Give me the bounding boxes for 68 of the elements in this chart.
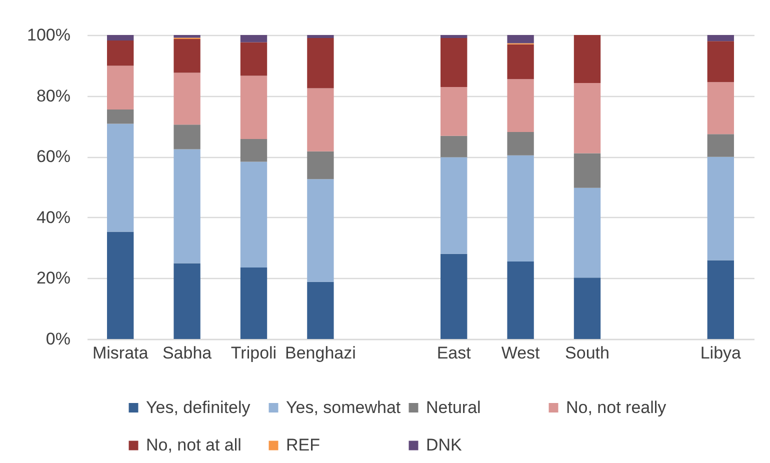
bar [440,35,468,38]
bar [174,124,200,150]
bar [240,76,268,139]
x-tick-label: Benghazi [285,344,356,362]
bar [240,268,268,339]
bar [507,35,534,44]
x-tick-label: South [565,344,610,362]
legend-label: No, not really [566,398,667,417]
bar [107,232,134,339]
bar [307,179,334,282]
bar [307,88,334,152]
bar [507,261,534,339]
bar [240,35,268,42]
bar [440,157,468,254]
bar [707,41,734,82]
bar [240,162,268,268]
bar [107,40,134,66]
bar [574,35,601,84]
bar [107,124,134,232]
bar [707,82,734,134]
bar [707,260,734,339]
bar [107,109,134,124]
bar [574,278,601,339]
bar [240,42,268,76]
legend-label: Yes, definitely [146,398,251,417]
bar [574,153,601,188]
bar [507,132,534,156]
legend-label: DNK [426,436,463,454]
x-tick-label: Tripoli [230,344,277,362]
bar [440,86,468,136]
x-tick-label: Libya [700,344,742,362]
bar [174,72,200,125]
bar [307,282,334,339]
bar [107,35,134,40]
x-tick-label: Misrata [92,344,149,362]
bar [707,134,734,157]
y-tick-label: 100% [27,26,70,44]
y-tick-label: 80% [36,86,70,106]
x-tick-label: West [501,344,540,362]
y-tick-label: 20% [36,268,70,288]
legend-label: Yes, somewhat [286,398,401,417]
bar [107,66,134,110]
bar [707,156,734,260]
legend-label: REF [286,436,320,454]
y-tick-label: 60% [36,147,70,166]
bar [307,35,334,38]
bar [707,35,734,42]
bar [440,38,468,87]
bar [440,136,468,158]
bar [240,138,268,162]
bar [507,155,534,262]
bar [507,44,534,80]
bar [174,149,200,264]
bar [174,38,200,73]
legend-label: Netural [426,398,481,417]
bar [440,254,468,339]
y-tick-label: 0% [46,330,70,348]
bar [574,188,601,278]
x-tick-label: East [436,344,472,362]
bar [307,151,334,180]
y-tick-label: 40% [36,208,70,227]
bar [507,79,534,132]
legend-label: No, not at all [146,436,242,454]
bar [174,263,200,339]
bar [307,38,334,88]
bar [574,83,601,154]
bar [174,35,200,38]
x-tick-label: Sabha [162,344,212,362]
